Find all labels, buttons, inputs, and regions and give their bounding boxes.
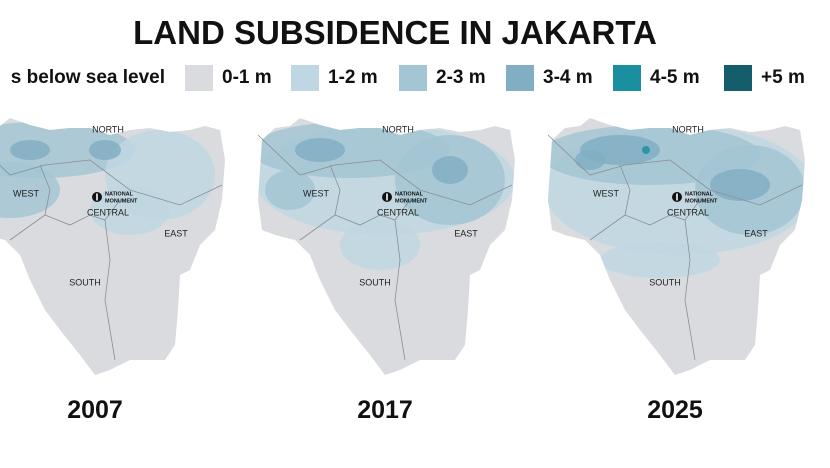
monument-icon-mark (96, 193, 98, 201)
district-border (547, 134, 803, 206)
region-label: CENTRAL (87, 207, 129, 217)
legend-item-label: 2-3 m (436, 67, 486, 88)
monument-label: NATIONAL (395, 191, 424, 197)
subsidence-area (432, 156, 468, 184)
monument-label: MONUMENT (395, 198, 428, 204)
legend-swatch (613, 65, 641, 91)
legend-swatch (506, 65, 534, 91)
map: NORTH WEST CENTRAL EAST SOUTH NATIONALMONUMEN… (257, 118, 515, 424)
subsidence-areas (548, 125, 805, 278)
monument-label: NATIONAL (105, 191, 134, 197)
legend-item-label: +5 m (761, 67, 805, 88)
legend-item-label: 4-5 m (650, 67, 700, 88)
legend-item-label: 1-2 m (328, 67, 378, 88)
legend-swatch (185, 65, 213, 91)
subsidence-area (89, 140, 121, 160)
legend-swatch (291, 65, 319, 91)
subsidence-area (0, 162, 60, 218)
district-border (589, 214, 626, 241)
region-label: SOUTH (649, 277, 681, 287)
district-border (299, 214, 336, 241)
subsidence-area (295, 138, 345, 162)
map: NORTH WEST CENTRAL EAST SOUTH NATIONALMONUMEN… (547, 118, 805, 424)
subsidence-area (642, 146, 650, 154)
region-label: SOUTH (69, 277, 101, 287)
region-label: EAST (454, 228, 478, 238)
region-label: WEST (13, 188, 40, 198)
legend-item-label: 0-1 m (222, 67, 272, 88)
subsidence-area (265, 170, 315, 210)
map: NORTH WEST CENTRAL EAST SOUTH NATIONALMONUMEN… (0, 118, 225, 424)
district-border (104, 219, 116, 361)
monument-icon-mark (676, 193, 678, 201)
district-border (9, 214, 46, 241)
region-label: NORTH (92, 124, 124, 134)
monument-label: NATIONAL (685, 191, 714, 197)
district-border (257, 134, 513, 206)
title: LAND SUBSIDENCE IN JAKARTA (133, 14, 657, 51)
region-label: WEST (593, 188, 620, 198)
region-label: WEST (303, 188, 330, 198)
monument-label: MONUMENT (105, 198, 138, 204)
year-label: 2025 (647, 396, 703, 424)
region-label: NORTH (382, 124, 414, 134)
legend-item-label: 3-4 m (543, 67, 593, 88)
legend-swatch (724, 65, 752, 91)
region-label: CENTRAL (667, 207, 709, 217)
district-border (0, 159, 223, 206)
subsidence-area (340, 220, 420, 270)
subsidence-area (90, 185, 170, 235)
subsidence-area (600, 242, 720, 278)
subsidence-area (575, 150, 605, 170)
legend-swatch (399, 65, 427, 91)
subsidence-areas (258, 122, 515, 270)
region-label: CENTRAL (377, 207, 419, 217)
subsidence-area (10, 140, 50, 160)
district-border (684, 219, 696, 361)
monument-label: MONUMENT (685, 198, 718, 204)
region-label: EAST (744, 228, 768, 238)
region-label: EAST (164, 228, 188, 238)
subsidence-area (710, 169, 770, 201)
year-label: 2017 (357, 396, 413, 424)
subsidence-areas (0, 122, 215, 235)
district-border (394, 219, 406, 361)
monument-icon-mark (386, 193, 388, 201)
legend-label: s below sea level (11, 67, 165, 88)
year-label: 2007 (67, 396, 123, 424)
region-label: NORTH (672, 124, 704, 134)
region-label: SOUTH (359, 277, 391, 287)
